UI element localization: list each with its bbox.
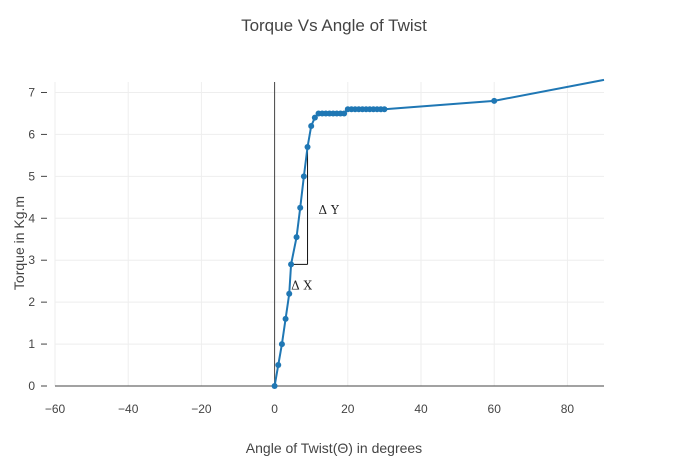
delta-y-label: Δ Y bbox=[319, 203, 340, 217]
data-point bbox=[293, 234, 300, 241]
data-point bbox=[275, 362, 282, 369]
data-point bbox=[286, 290, 293, 297]
x-tick-label: 40 bbox=[414, 402, 428, 416]
y-axis-title: Torque in Kg.m bbox=[11, 196, 27, 290]
x-tick-label: 0 bbox=[271, 402, 278, 416]
x-tick-label: −20 bbox=[191, 402, 212, 416]
series-layer bbox=[271, 78, 605, 389]
grid-lines bbox=[54, 82, 604, 386]
data-point bbox=[341, 110, 348, 117]
y-tick-label: 3 bbox=[28, 253, 35, 267]
x-tick-label: −40 bbox=[118, 402, 139, 416]
x-axis-title: Angle of Twist(Θ) in degrees bbox=[246, 440, 422, 456]
data-point bbox=[381, 106, 388, 113]
axes bbox=[55, 82, 604, 387]
data-point bbox=[297, 204, 304, 211]
tick-labels: −60 −40 −20 0 20 40 60 80 0 1 2 3 4 5 6 7 bbox=[28, 85, 574, 416]
data-point bbox=[288, 261, 295, 268]
x-tick-label: −60 bbox=[45, 402, 66, 416]
y-tick-label: 7 bbox=[28, 85, 35, 99]
data-point bbox=[311, 114, 318, 121]
chart-title: Torque Vs Angle of Twist bbox=[241, 16, 427, 35]
data-point bbox=[300, 173, 307, 180]
data-point bbox=[308, 123, 315, 130]
x-tick-label: 80 bbox=[561, 402, 575, 416]
y-tick-label: 6 bbox=[28, 127, 35, 141]
y-tick-label: 2 bbox=[28, 295, 35, 309]
y-tick-label: 5 bbox=[28, 169, 35, 183]
data-point bbox=[491, 97, 498, 104]
data-point bbox=[304, 143, 311, 150]
delta-x-label: Δ X bbox=[291, 279, 312, 293]
y-tick-label: 4 bbox=[28, 211, 35, 225]
data-point bbox=[278, 341, 285, 348]
data-point bbox=[282, 315, 289, 322]
x-tick-label: 60 bbox=[488, 402, 502, 416]
annotations: Δ X Δ Y bbox=[291, 146, 340, 293]
series-line bbox=[273, 78, 605, 387]
data-point bbox=[271, 383, 278, 389]
y-tick-label: 0 bbox=[28, 379, 35, 393]
x-tick-label: 20 bbox=[341, 402, 355, 416]
y-tick-label: 1 bbox=[28, 337, 35, 351]
